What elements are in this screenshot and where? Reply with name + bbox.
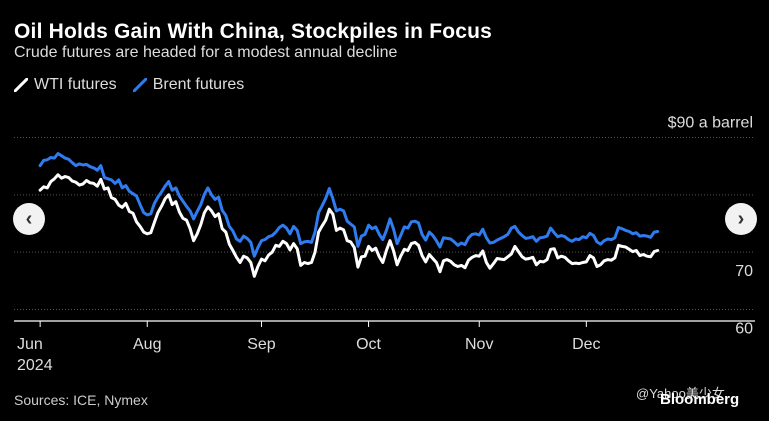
bloomberg-logo: Bloomberg	[660, 391, 740, 408]
gridlines	[14, 136, 755, 311]
legend-label-wti: WTI futures	[34, 76, 117, 93]
x-tick-label-sep: Sep	[247, 336, 276, 353]
sources-note: Sources: ICE, Nymex	[14, 392, 148, 408]
y-tick-label-70: 70	[735, 263, 753, 280]
x-tick-label-oct: Oct	[356, 336, 381, 353]
chart-subtitle: Crude futures are headed for a modest an…	[14, 44, 398, 61]
x-tick-label-nov: Nov	[465, 336, 493, 353]
series-line-brent	[38, 152, 660, 258]
watermark: @Yahoo美少女	[636, 386, 725, 401]
legend-item-brent: Brent futures	[132, 76, 245, 94]
series-layer	[38, 152, 660, 278]
y-unit-label: $90 a barrel	[668, 114, 753, 131]
y-tick-label-60: 60	[735, 321, 753, 338]
x-tick-sublabel-year: 2024	[17, 357, 53, 374]
chevron-left-icon: ‹	[25, 208, 33, 230]
chart-legend: WTI futures Brent futures	[14, 76, 244, 94]
x-tick-label-aug: Aug	[133, 336, 161, 353]
next-chart-button[interactable]: ›	[725, 203, 757, 235]
legend-label-brent: Brent futures	[152, 76, 245, 93]
series-line-wti	[38, 173, 660, 278]
legend-swatch-brent	[132, 78, 147, 92]
legend-swatch-wti	[14, 78, 28, 92]
chevron-right-icon: ›	[737, 208, 745, 230]
legend-item-wti: WTI futures	[14, 76, 117, 94]
x-tick-label-jun: Jun	[17, 336, 43, 353]
previous-chart-button[interactable]: ‹	[13, 203, 45, 235]
x-tick-label-dec: Dec	[572, 336, 600, 353]
chart-title: Oil Holds Gain With China, Stockpiles in…	[14, 20, 493, 43]
